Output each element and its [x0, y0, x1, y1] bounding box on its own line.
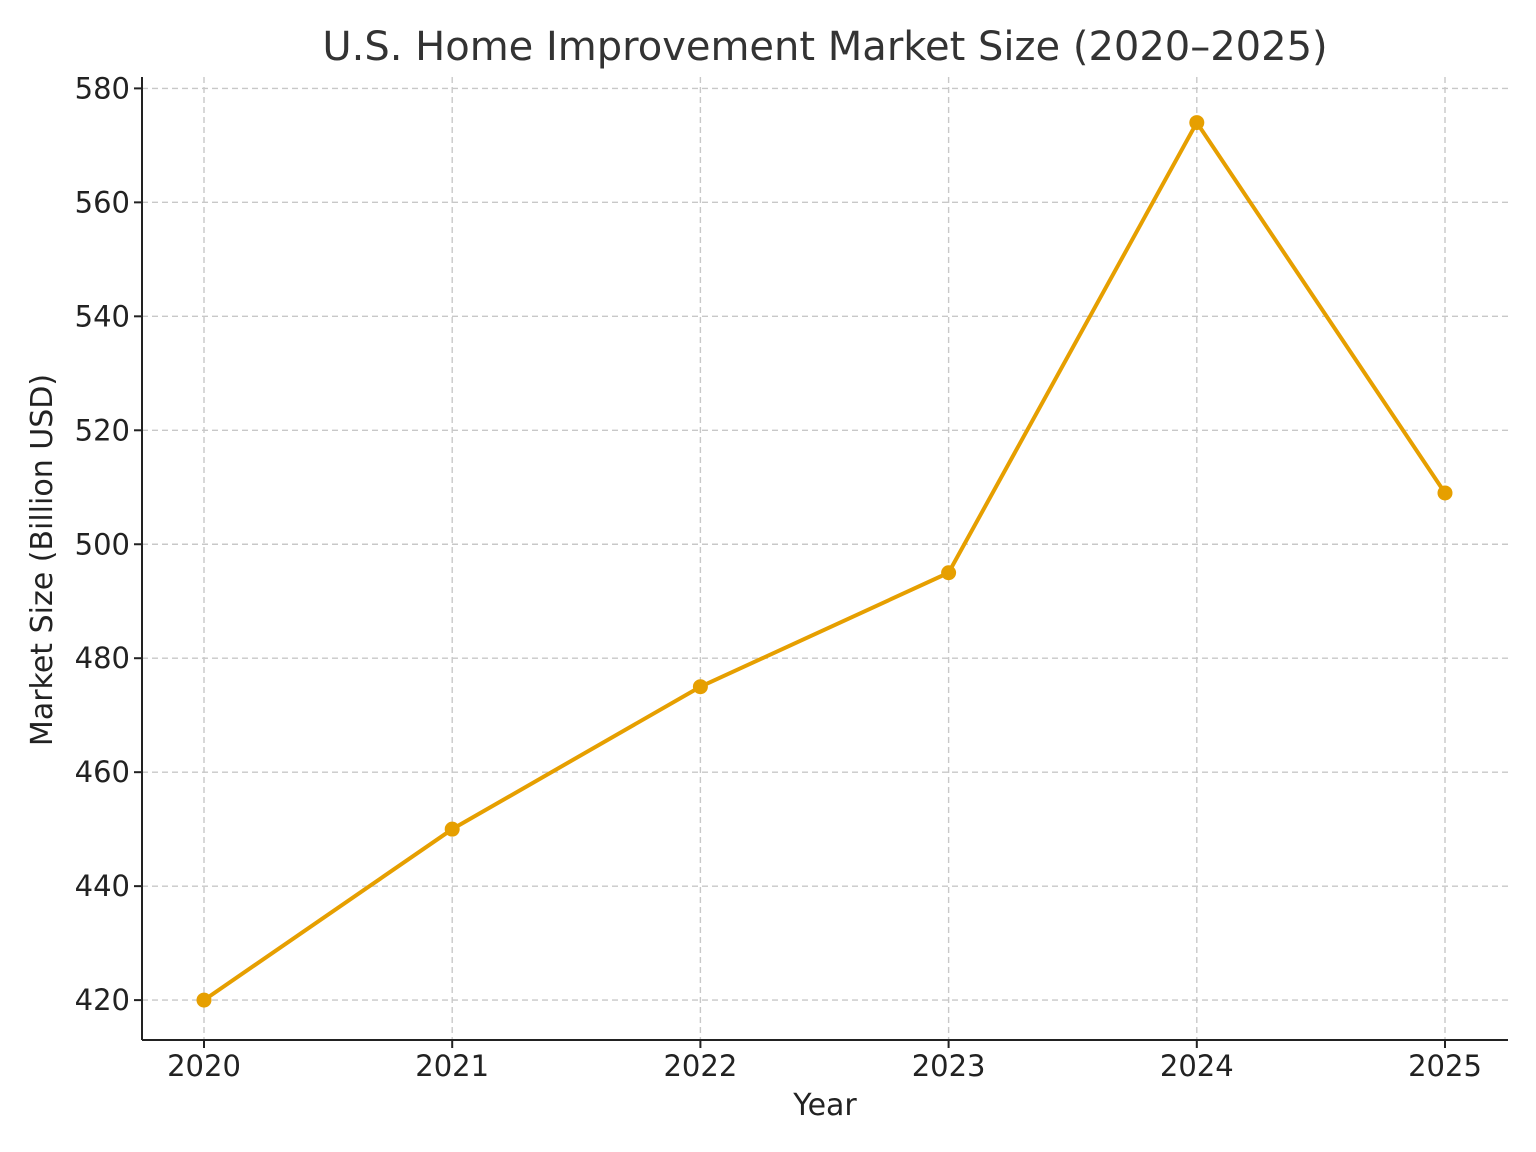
x-tick-label: 2024	[1160, 1049, 1234, 1083]
series-line	[202, 120, 1447, 1003]
y-tick-label: 560	[75, 185, 130, 219]
x-ticks: 2020 2021 2022 2023 2024 2025	[167, 1040, 1482, 1083]
x-tick-label: 2025	[1408, 1049, 1482, 1083]
y-tick-label: 440	[75, 869, 130, 903]
y-tick-label: 540	[75, 299, 130, 333]
y-axis-label: Market Size (Billion USD)	[25, 374, 60, 746]
y-tick-label: 480	[75, 641, 130, 675]
y-tick-label: 520	[75, 413, 130, 447]
y-tick-label: 420	[75, 983, 130, 1017]
series	[196, 115, 1453, 1008]
axes	[141, 77, 1508, 1041]
x-tick-label: 2023	[912, 1049, 986, 1083]
y-ticks: 420 440 460 480 500 520 540 560 580	[75, 71, 142, 1017]
x-tick-label: 2021	[415, 1049, 489, 1083]
y-tick-label: 580	[75, 71, 130, 105]
data-point	[1437, 485, 1453, 501]
data-point	[1189, 115, 1205, 131]
y-tick-label: 500	[75, 527, 130, 561]
data-point	[941, 565, 957, 581]
data-point	[692, 679, 708, 695]
x-axis-label: Year	[792, 1088, 857, 1123]
grid	[142, 77, 1508, 1040]
data-point	[444, 821, 460, 837]
data-point	[196, 992, 212, 1008]
x-tick-label: 2020	[167, 1049, 241, 1083]
x-tick-label: 2022	[663, 1049, 737, 1083]
y-tick-label: 460	[75, 755, 130, 789]
chart-title: U.S. Home Improvement Market Size (2020–…	[322, 24, 1327, 70]
